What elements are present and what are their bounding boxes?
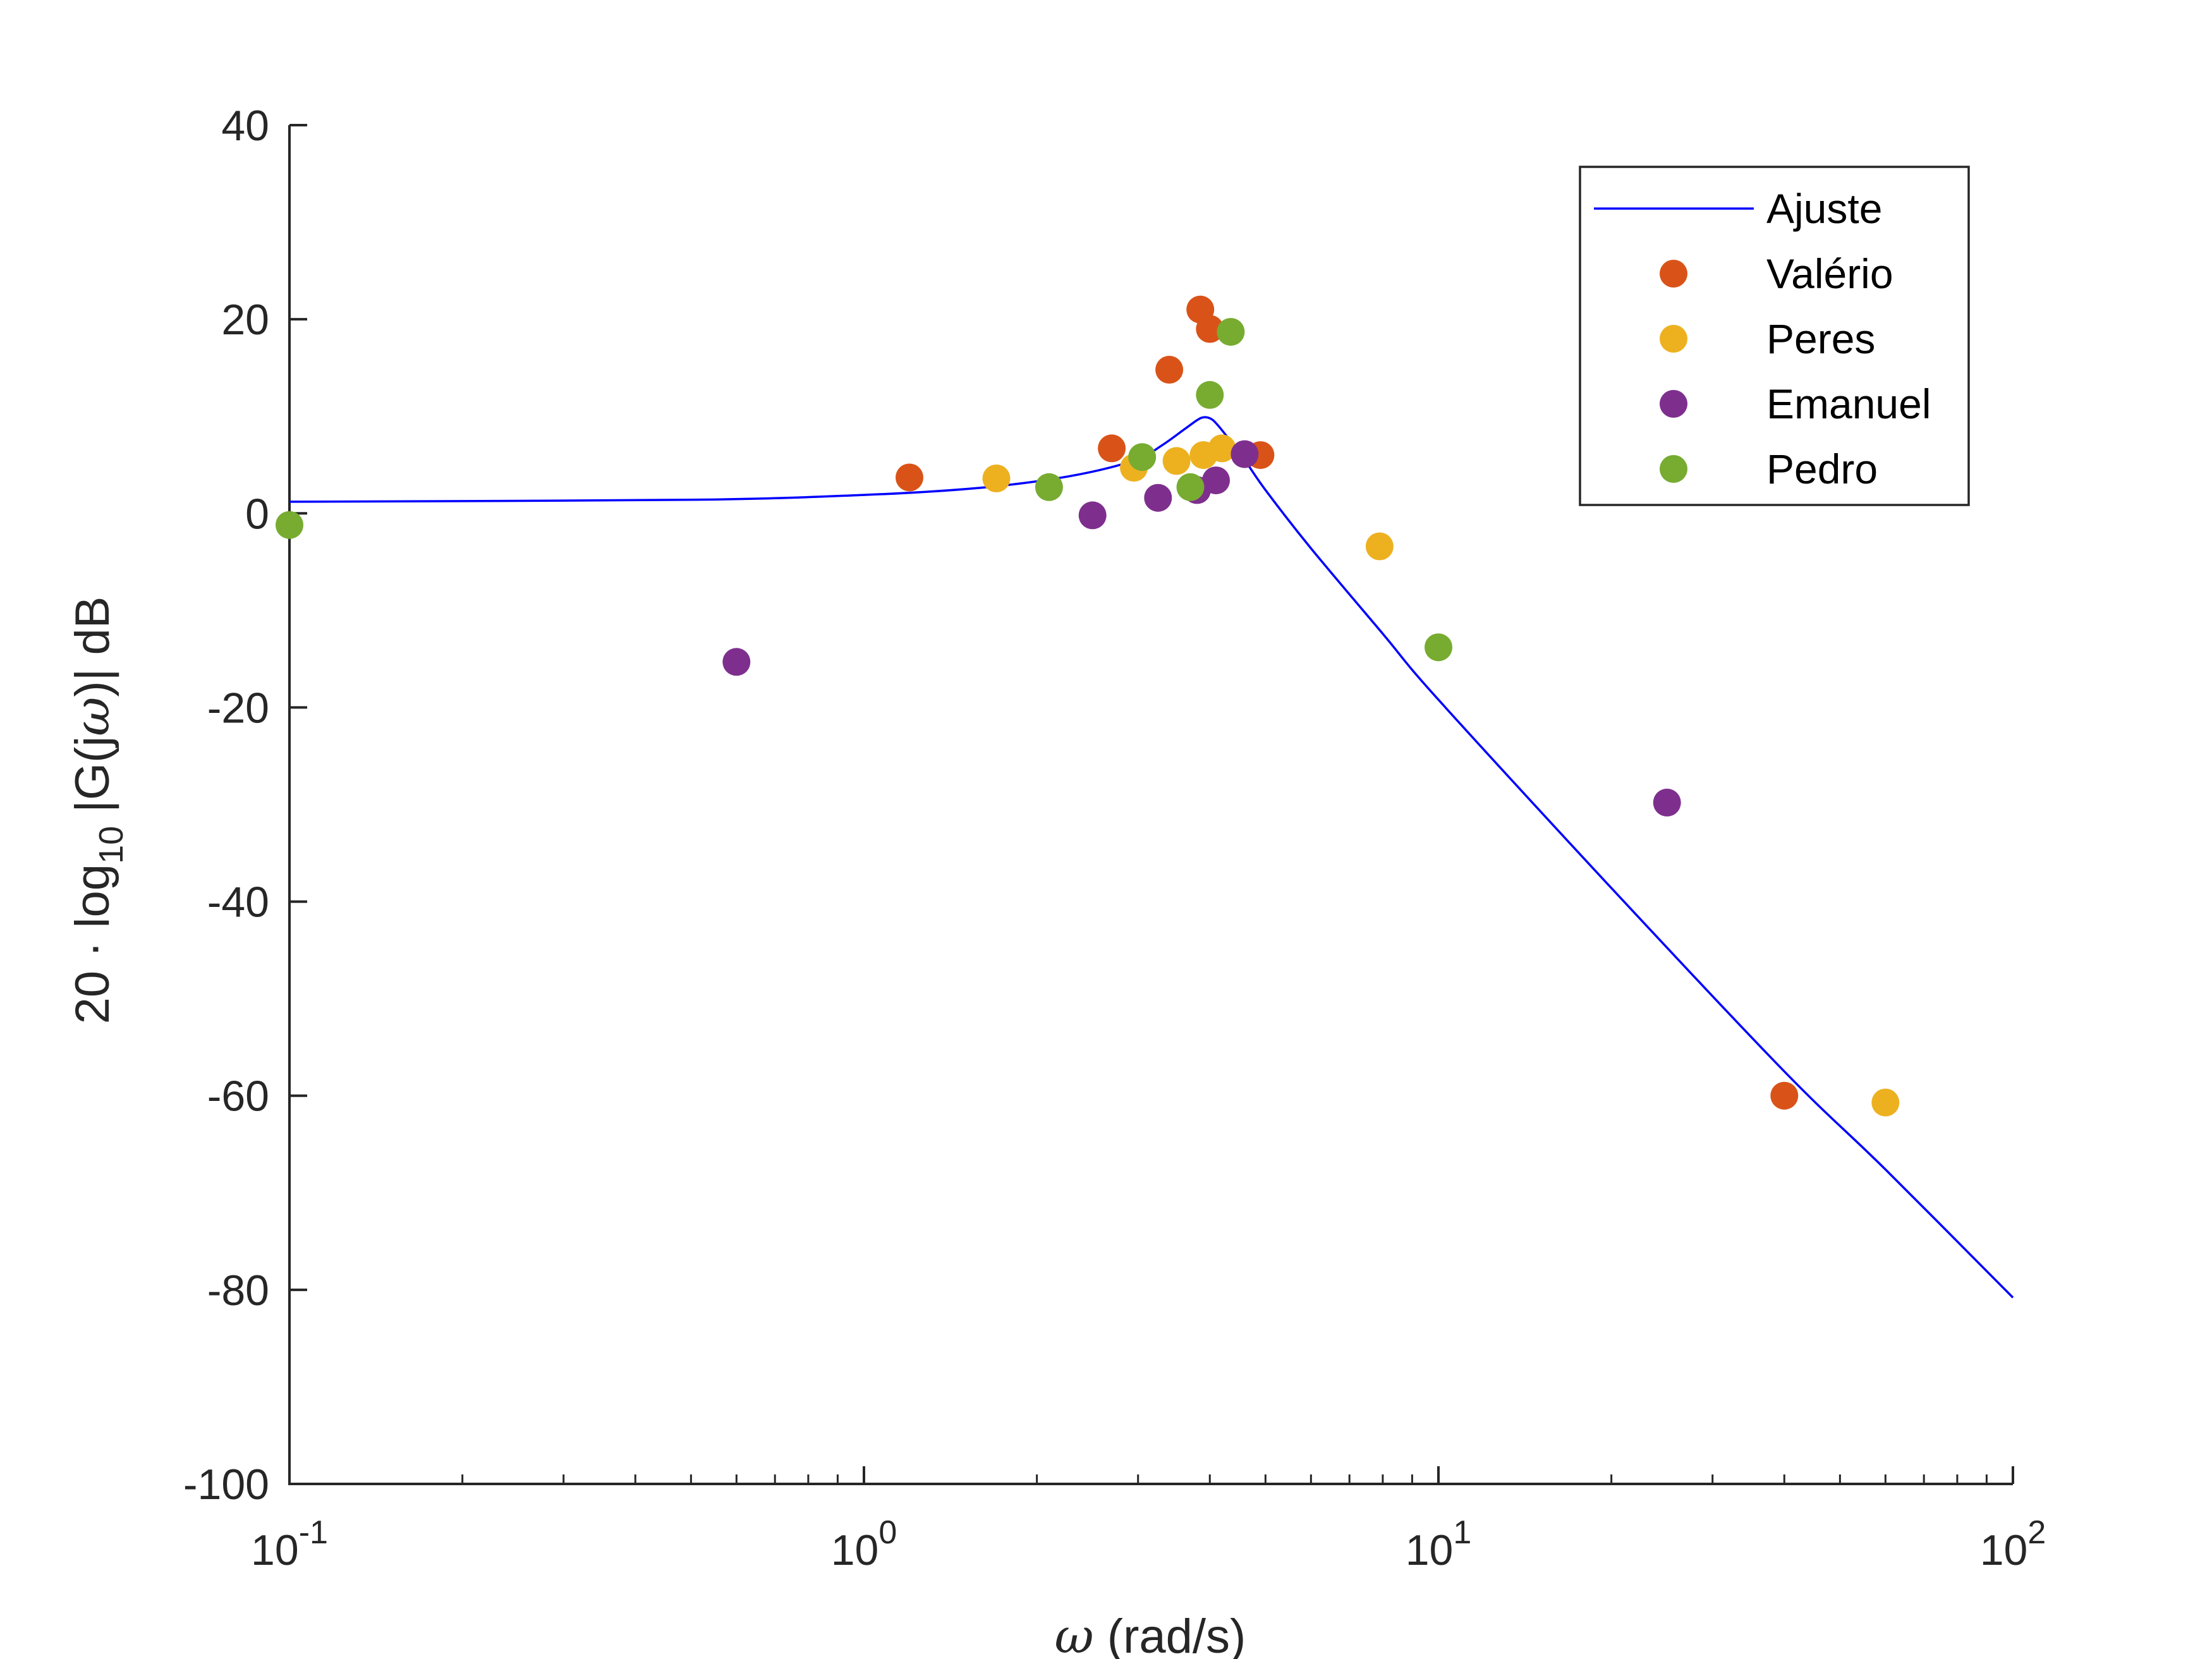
data-point-emanuel bbox=[1231, 440, 1259, 468]
x-minor-ticks bbox=[461, 1474, 1988, 1484]
x-tick-label-exponent: 0 bbox=[878, 1514, 897, 1551]
legend-marker-emanuel bbox=[1660, 390, 1687, 418]
data-point-pedro bbox=[1217, 318, 1245, 346]
y-tick-label: -60 bbox=[207, 1073, 269, 1121]
x-axis-label-text: (rad/s) bbox=[1094, 1610, 1246, 1659]
x-axis-label: ω (rad/s) bbox=[1055, 1608, 1246, 1659]
x-tick-label-exponent: -1 bbox=[299, 1514, 328, 1551]
y-axis-label-sub: 10 bbox=[92, 826, 130, 864]
y-tick-label: -20 bbox=[207, 684, 269, 732]
data-point-emanuel bbox=[1653, 788, 1681, 817]
legend-label-ajuste: Ajuste bbox=[1766, 185, 1882, 232]
data-point-peres bbox=[982, 465, 1011, 492]
data-point-peres bbox=[1365, 532, 1394, 561]
data-point-pedro bbox=[1035, 473, 1063, 501]
legend-label-peres: Peres bbox=[1766, 315, 1875, 362]
axes-lines bbox=[288, 125, 2013, 1485]
x-axis-label-omega: ω bbox=[1055, 1608, 1094, 1659]
data-point-emanuel bbox=[1144, 483, 1172, 512]
x-tick-label-base: 10 bbox=[1406, 1526, 1454, 1574]
legend-marker-peres bbox=[1660, 325, 1687, 353]
y-axis-label-mid: |G(j bbox=[66, 736, 119, 826]
axis-major-ticks bbox=[288, 124, 2014, 1485]
data-point-pedro bbox=[1128, 443, 1157, 471]
y-tick-labels: 40 20 0 -20 -40 -60 -80 -100 bbox=[183, 102, 269, 1509]
data-point-peres bbox=[1208, 434, 1236, 463]
y-tick-label: -40 bbox=[207, 878, 269, 927]
x-tick-label-exponent: 1 bbox=[1453, 1514, 1471, 1551]
x-tick-labels: 10-1 100 101 102 bbox=[251, 1514, 2046, 1574]
data-point-peres bbox=[1871, 1088, 1900, 1117]
legend-label-valerio: Valério bbox=[1766, 250, 1893, 297]
y-axis-label-post: )| dB bbox=[66, 597, 119, 697]
x-tick-label-base: 10 bbox=[251, 1526, 299, 1574]
data-point-emanuel bbox=[722, 648, 751, 676]
x-tick-label: 102 bbox=[1980, 1514, 2046, 1574]
y-tick-label: 20 bbox=[221, 296, 269, 344]
data-point-valerio bbox=[1098, 434, 1126, 463]
legend-box bbox=[1579, 166, 1970, 506]
fit-line-ajuste bbox=[289, 416, 2014, 1299]
x-tick-label-base: 10 bbox=[1980, 1526, 2028, 1574]
y-tick-label: -100 bbox=[183, 1461, 269, 1509]
y-axis-label: 20 · log10 |G(jω)| dB bbox=[64, 597, 130, 1024]
data-markers bbox=[276, 295, 1900, 1117]
y-axis-label-pre: 20 · log bbox=[66, 864, 119, 1024]
x-tick-label: 101 bbox=[1406, 1514, 1472, 1574]
legend-marker-valerio bbox=[1660, 260, 1687, 288]
data-point-valerio bbox=[896, 463, 923, 492]
data-point-emanuel bbox=[1078, 501, 1107, 530]
y-tick-label: 40 bbox=[221, 102, 269, 150]
y-tick-label: -80 bbox=[207, 1267, 269, 1315]
x-tick-label: 100 bbox=[831, 1514, 897, 1574]
data-point-pedro bbox=[1425, 633, 1452, 662]
y-axis-label-omega: ω bbox=[64, 697, 120, 736]
data-point-pedro bbox=[1196, 380, 1224, 409]
legend-marker-pedro bbox=[1660, 455, 1687, 483]
legend-label-pedro: Pedro bbox=[1766, 446, 1878, 492]
data-point-valerio bbox=[1155, 356, 1184, 384]
data-point-valerio bbox=[1770, 1081, 1799, 1110]
plot-area bbox=[276, 295, 2014, 1299]
data-point-pedro bbox=[276, 511, 303, 539]
legend-label-emanuel: Emanuel bbox=[1766, 380, 1931, 427]
x-tick-label-exponent: 2 bbox=[2027, 1514, 2046, 1551]
data-point-emanuel bbox=[1202, 466, 1230, 495]
y-tick-label: 0 bbox=[245, 490, 269, 538]
data-point-pedro bbox=[1176, 473, 1205, 501]
x-tick-label: 10-1 bbox=[251, 1514, 328, 1574]
data-point-peres bbox=[1162, 447, 1191, 475]
legend-entries: Ajuste Valério Peres Emanuel Pedro bbox=[1594, 185, 1931, 492]
data-point-valerio bbox=[1196, 315, 1224, 343]
legend: Ajuste Valério Peres Emanuel Pedro bbox=[1579, 166, 1970, 506]
x-tick-label-base: 10 bbox=[831, 1526, 879, 1574]
